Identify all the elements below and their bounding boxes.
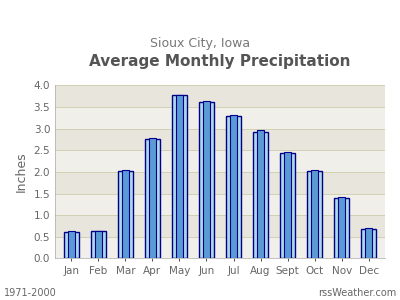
Text: rssWeather.com: rssWeather.com bbox=[318, 289, 396, 298]
Bar bbox=[122, 170, 129, 258]
Bar bbox=[365, 228, 372, 258]
Bar bbox=[55, 150, 385, 172]
Bar bbox=[334, 198, 349, 258]
Text: Sioux City, Iowa: Sioux City, Iowa bbox=[150, 38, 250, 50]
Bar bbox=[64, 232, 79, 258]
Bar bbox=[253, 132, 268, 258]
Bar bbox=[145, 139, 160, 258]
Bar bbox=[226, 116, 241, 258]
Bar bbox=[55, 129, 385, 150]
Bar bbox=[55, 237, 385, 258]
Bar bbox=[199, 102, 214, 258]
Bar bbox=[172, 95, 187, 258]
Bar bbox=[95, 231, 102, 258]
Bar bbox=[149, 138, 156, 258]
Bar bbox=[91, 231, 106, 258]
Bar bbox=[176, 94, 183, 258]
Bar bbox=[307, 171, 322, 258]
Bar bbox=[55, 107, 385, 129]
Bar bbox=[257, 130, 264, 258]
Bar bbox=[230, 115, 237, 258]
Bar bbox=[55, 194, 385, 215]
Bar bbox=[55, 172, 385, 194]
Bar bbox=[55, 85, 385, 107]
Bar bbox=[284, 152, 291, 258]
Text: 1971-2000: 1971-2000 bbox=[4, 289, 57, 298]
Bar bbox=[203, 101, 210, 258]
Bar bbox=[55, 215, 385, 237]
Bar bbox=[118, 171, 133, 258]
Bar bbox=[361, 229, 376, 258]
Bar bbox=[280, 153, 295, 258]
Bar bbox=[68, 231, 75, 258]
Bar bbox=[338, 196, 345, 258]
Title: Average Monthly Precipitation: Average Monthly Precipitation bbox=[89, 54, 351, 69]
Y-axis label: Inches: Inches bbox=[15, 152, 28, 192]
Bar bbox=[311, 170, 318, 258]
